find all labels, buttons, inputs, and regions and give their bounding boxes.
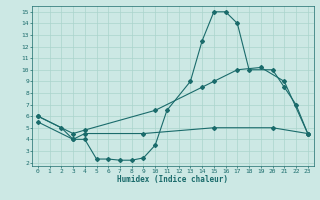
X-axis label: Humidex (Indice chaleur): Humidex (Indice chaleur) — [117, 175, 228, 184]
